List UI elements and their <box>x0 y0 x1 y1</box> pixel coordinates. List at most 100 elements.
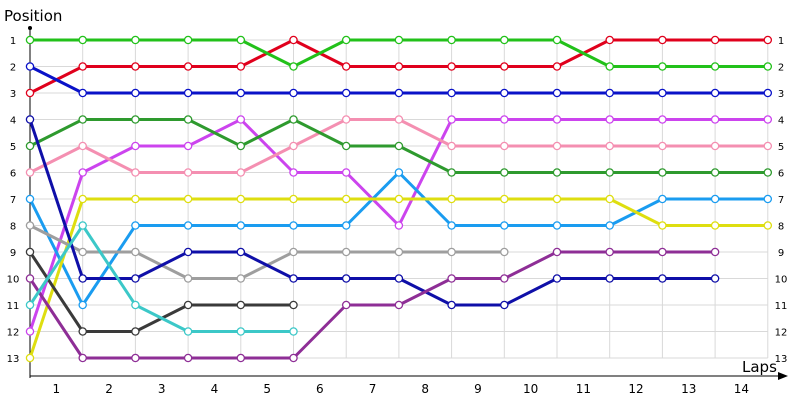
data-point <box>289 353 298 363</box>
x-tick-label: 5 <box>263 382 271 396</box>
data-point <box>447 62 456 71</box>
y-tick-label-right: 9 <box>778 248 784 259</box>
data-point <box>236 221 246 230</box>
data-point <box>500 300 509 310</box>
data-point <box>25 353 35 363</box>
data-point <box>658 141 667 151</box>
data-point <box>552 274 562 283</box>
data-point <box>605 194 614 204</box>
data-point <box>710 247 720 257</box>
data-point <box>131 141 140 151</box>
data-point <box>552 141 562 151</box>
data-point <box>289 327 298 336</box>
data-point <box>341 274 351 283</box>
data-point <box>131 35 140 45</box>
data-point <box>236 300 246 310</box>
data-point <box>394 300 404 310</box>
y-tick-label-left: 7 <box>10 195 16 206</box>
data-point <box>236 35 246 45</box>
data-point <box>289 88 298 98</box>
data-point <box>658 62 667 71</box>
data-point <box>447 115 456 124</box>
data-point <box>183 88 193 98</box>
data-point <box>552 115 562 124</box>
series-line <box>28 250 716 360</box>
data-point <box>500 88 509 98</box>
series-8 <box>25 194 773 363</box>
data-point <box>78 221 87 230</box>
data-point <box>605 168 614 177</box>
series-5 <box>25 115 773 177</box>
data-point <box>236 247 246 257</box>
data-point <box>289 35 298 45</box>
data-point <box>605 62 614 71</box>
x-tick-label: 6 <box>316 382 324 396</box>
y-tick-label-right: 5 <box>778 142 784 153</box>
data-point <box>78 88 87 98</box>
data-point <box>447 274 456 283</box>
axes: Position Laps <box>4 7 788 380</box>
data-point <box>500 35 509 45</box>
data-point <box>25 194 35 204</box>
data-point <box>183 221 193 230</box>
data-point <box>447 247 456 257</box>
data-point <box>131 353 140 363</box>
data-point <box>183 62 193 71</box>
data-point <box>658 194 667 204</box>
y-tick-label-right: 12 <box>775 328 788 339</box>
y-tick-label-left: 13 <box>7 354 20 365</box>
x-tick-label: 14 <box>734 382 749 396</box>
y-tick-label-left: 10 <box>7 275 20 286</box>
x-tick-labels: 1 2 3 4 5 6 7 8 9 10 11 12 13 14 <box>53 382 750 396</box>
x-tick-label: 13 <box>681 382 696 396</box>
data-point <box>447 221 456 230</box>
data-point <box>78 247 87 257</box>
data-point <box>236 88 246 98</box>
data-point <box>289 221 298 230</box>
data-point <box>658 274 667 283</box>
data-point <box>183 168 193 177</box>
data-point <box>658 168 667 177</box>
data-point <box>394 194 404 204</box>
data-point <box>763 88 773 98</box>
data-point <box>341 88 351 98</box>
data-point <box>341 62 351 71</box>
data-point <box>183 35 193 45</box>
data-point <box>25 88 35 98</box>
data-point <box>25 62 35 71</box>
data-point <box>658 247 667 257</box>
series-13 <box>25 221 298 336</box>
series-7 <box>25 168 773 310</box>
data-point <box>605 274 614 283</box>
data-point <box>658 35 667 45</box>
data-point <box>131 274 140 283</box>
data-point <box>289 168 298 177</box>
data-point <box>394 62 404 71</box>
data-point <box>236 62 246 71</box>
data-point <box>605 141 614 151</box>
data-point <box>500 194 509 204</box>
data-point <box>552 35 562 45</box>
data-point <box>131 168 140 177</box>
data-point <box>25 300 35 310</box>
data-point <box>78 300 87 310</box>
series-4 <box>25 115 773 336</box>
data-point <box>763 62 773 71</box>
data-point <box>710 194 720 204</box>
data-point <box>447 88 456 98</box>
data-point <box>710 35 720 45</box>
data-point <box>763 141 773 151</box>
y-tick-label-right: 10 <box>775 275 788 286</box>
data-point <box>552 88 562 98</box>
series <box>25 35 773 363</box>
data-point <box>25 327 35 336</box>
data-point <box>78 353 87 363</box>
y-tick-label-right: 8 <box>778 222 784 233</box>
data-point <box>605 247 614 257</box>
data-point <box>710 141 720 151</box>
x-tick-label: 3 <box>158 382 166 396</box>
data-point <box>341 194 351 204</box>
data-point <box>25 115 35 124</box>
series-1 <box>25 35 773 98</box>
